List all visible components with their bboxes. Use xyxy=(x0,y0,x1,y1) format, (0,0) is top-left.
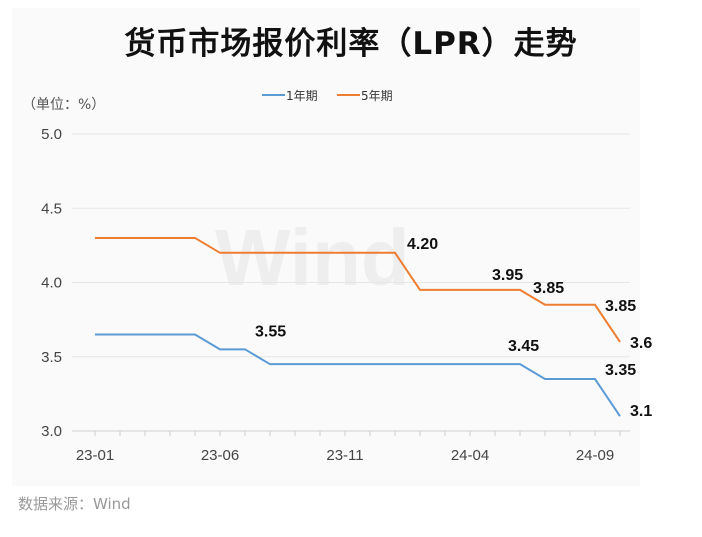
data-label: 3.85 xyxy=(605,298,636,315)
data-label: 3.55 xyxy=(255,323,286,340)
y-tick-label: 5.0 xyxy=(41,126,62,143)
legend-label: 5年期 xyxy=(361,89,393,103)
legend-label: 1年期 xyxy=(286,89,318,103)
y-tick-label: 4.5 xyxy=(41,200,62,217)
y-tick-label: 3.0 xyxy=(41,423,62,440)
data-label: 3.1 xyxy=(630,403,652,420)
y-tick-label: 3.5 xyxy=(41,349,62,366)
chart-title: 货币市场报价利率（LPR）走势 xyxy=(124,26,578,62)
data-label: 3.6 xyxy=(630,335,652,352)
plot-background xyxy=(12,8,640,486)
data-label: 4.20 xyxy=(407,236,438,253)
watermark: Wind xyxy=(215,213,410,302)
source-note: 数据来源：Wind xyxy=(18,495,131,513)
data-label: 3.45 xyxy=(508,338,539,355)
y-tick-label: 4.0 xyxy=(41,275,62,292)
data-label: 3.35 xyxy=(605,362,636,379)
series-line-1y xyxy=(95,333,621,417)
x-tick-label: 23-01 xyxy=(76,447,114,464)
x-tick-label: 23-11 xyxy=(326,447,363,464)
data-label: 3.85 xyxy=(533,280,564,297)
x-tick-label: 24-04 xyxy=(451,447,489,464)
x-tick-label: 23-06 xyxy=(201,447,239,464)
x-tick-label: 24-09 xyxy=(576,447,614,464)
y-axis-unit-label: （单位：%） xyxy=(22,97,106,113)
series-line-5y xyxy=(95,236,621,343)
data-label: 3.95 xyxy=(492,267,523,284)
